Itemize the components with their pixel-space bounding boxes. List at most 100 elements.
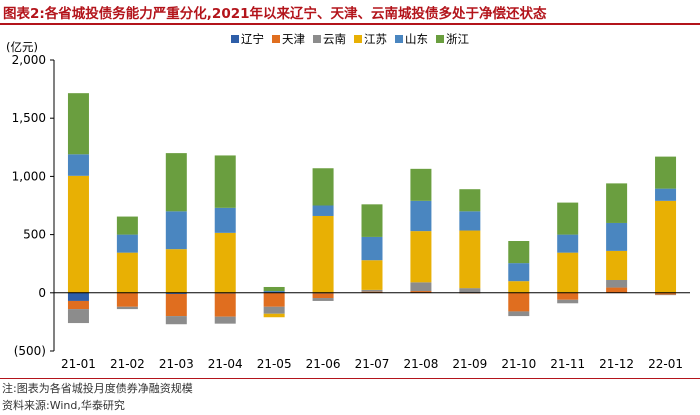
bar-segment: [263, 313, 285, 318]
bar-segment: [263, 292, 285, 307]
legend-swatch: [313, 35, 321, 43]
bar-segment: [410, 282, 432, 292]
legend-label: 云南: [323, 32, 346, 46]
x-tick-label: 21-05: [257, 357, 292, 371]
y-tick-label: 0: [38, 286, 46, 300]
bar-segment: [410, 291, 432, 293]
bar-segment: [312, 205, 334, 216]
x-tick-label: 22-01: [648, 357, 683, 371]
bar-segment: [410, 168, 432, 201]
bar-segment: [361, 289, 383, 292]
bar-segment: [655, 294, 677, 296]
bar-segment: [116, 292, 138, 307]
bar-segment: [165, 293, 187, 317]
bar-segment: [361, 291, 383, 293]
x-tick-label: 21-11: [550, 357, 585, 371]
legend-swatch: [354, 35, 362, 43]
y-tick-label: 2,000: [12, 53, 46, 67]
bar-segment: [312, 168, 334, 206]
bar-segment: [606, 279, 628, 288]
x-tick-label: 21-08: [403, 357, 438, 371]
chart-note: 注:图表为各省城投月度债券净融资规模: [2, 382, 193, 395]
y-axis-unit-label: (亿元): [6, 40, 38, 54]
bar-segment: [214, 155, 236, 208]
bar-segment: [312, 293, 334, 299]
legend-swatch: [436, 35, 444, 43]
bar-segment: [67, 300, 89, 310]
x-tick-label: 21-06: [306, 357, 341, 371]
bar-segment: [116, 306, 138, 310]
bar-segment: [165, 153, 187, 212]
footer-divider: [0, 378, 700, 379]
bar-segment: [263, 286, 285, 292]
bar-segment: [263, 291, 285, 293]
bar-segment: [312, 215, 334, 293]
y-tick-label: (500): [14, 344, 46, 358]
bar-segment: [116, 234, 138, 253]
bar-segment: [606, 183, 628, 223]
bar-segment: [67, 309, 89, 324]
bar-segment: [655, 188, 677, 201]
bar-segment: [116, 252, 138, 293]
legend-label: 天津: [282, 32, 305, 46]
legend-swatch: [272, 35, 280, 43]
bar-segment: [263, 306, 285, 314]
bar-segment: [214, 207, 236, 233]
y-tick-label: 1,000: [12, 169, 46, 183]
bar-segment: [67, 292, 89, 301]
x-tick-label: 21-09: [452, 357, 487, 371]
x-tick-label: 21-01: [61, 357, 96, 371]
bar-segment: [606, 222, 628, 251]
bar-segment: [606, 287, 628, 293]
bar-segment: [557, 202, 579, 235]
bar-segment: [655, 292, 677, 295]
bar-segment: [165, 316, 187, 325]
bar-segment: [508, 292, 530, 312]
bar-segment: [116, 216, 138, 235]
y-tick-label: 1,500: [12, 111, 46, 125]
bar-segment: [165, 292, 187, 294]
x-tick-label: 21-07: [355, 357, 390, 371]
bar-segment: [361, 236, 383, 261]
bar-segment: [655, 156, 677, 189]
bar-segment: [557, 234, 579, 253]
bar-segment: [508, 311, 530, 317]
bar-segment: [214, 316, 236, 324]
x-tick-label: 21-10: [501, 357, 536, 371]
x-tick-label: 21-12: [599, 357, 634, 371]
legend-label: 江苏: [364, 32, 387, 46]
bar-segment: [410, 200, 432, 232]
bar-segment: [508, 241, 530, 264]
bar-segment: [557, 292, 579, 300]
legend-swatch: [395, 35, 403, 43]
bar-segment: [214, 232, 236, 293]
bar-segment: [312, 298, 334, 301]
x-tick-label: 21-03: [159, 357, 194, 371]
bar-segment: [459, 230, 481, 289]
title-bar: 图表2:各省城投债务能力严重分化,2021年以来辽宁、天津、云南城投债多处于净偿…: [0, 0, 700, 25]
bar-segment: [557, 252, 579, 293]
bar-segment: [508, 281, 530, 293]
bar-segment: [655, 200, 677, 293]
bar-segment: [67, 93, 89, 155]
bar-segment: [410, 231, 432, 283]
bar-segment: [165, 211, 187, 250]
legend-label: 山东: [405, 32, 428, 46]
legend-label: 辽宁: [241, 32, 264, 46]
bar-segment: [67, 154, 89, 176]
chart-source: 资料来源:Wind,华泰研究: [2, 399, 125, 412]
y-tick-label: 500: [23, 228, 46, 242]
legend-label: 浙江: [446, 32, 469, 46]
bar-segment: [67, 175, 89, 293]
x-tick-label: 21-04: [208, 357, 243, 371]
bar-segment: [361, 204, 383, 237]
bar-segment: [361, 260, 383, 290]
bar-segment: [459, 288, 481, 293]
legend-swatch: [231, 35, 239, 43]
bar-segment: [459, 189, 481, 212]
bar-segment: [214, 293, 236, 317]
chart-title: 图表2:各省城投债务能力严重分化,2021年以来辽宁、天津、云南城投债多处于净偿…: [3, 6, 547, 22]
x-tick-label: 21-02: [110, 357, 145, 371]
